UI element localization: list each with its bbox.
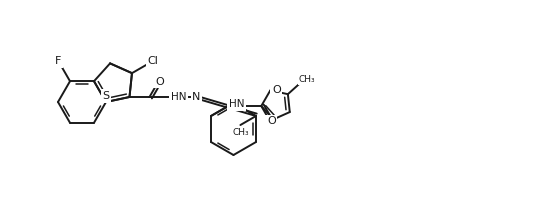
Text: O: O <box>155 77 164 87</box>
Text: Cl: Cl <box>147 56 158 66</box>
Text: HN: HN <box>228 99 244 109</box>
Text: O: O <box>267 116 276 126</box>
Text: CH₃: CH₃ <box>232 127 249 136</box>
Text: CH₃: CH₃ <box>299 75 315 84</box>
Text: O: O <box>272 85 281 95</box>
Text: F: F <box>55 56 62 66</box>
Text: HN: HN <box>171 92 186 102</box>
Text: S: S <box>102 91 110 101</box>
Text: N: N <box>192 92 200 102</box>
